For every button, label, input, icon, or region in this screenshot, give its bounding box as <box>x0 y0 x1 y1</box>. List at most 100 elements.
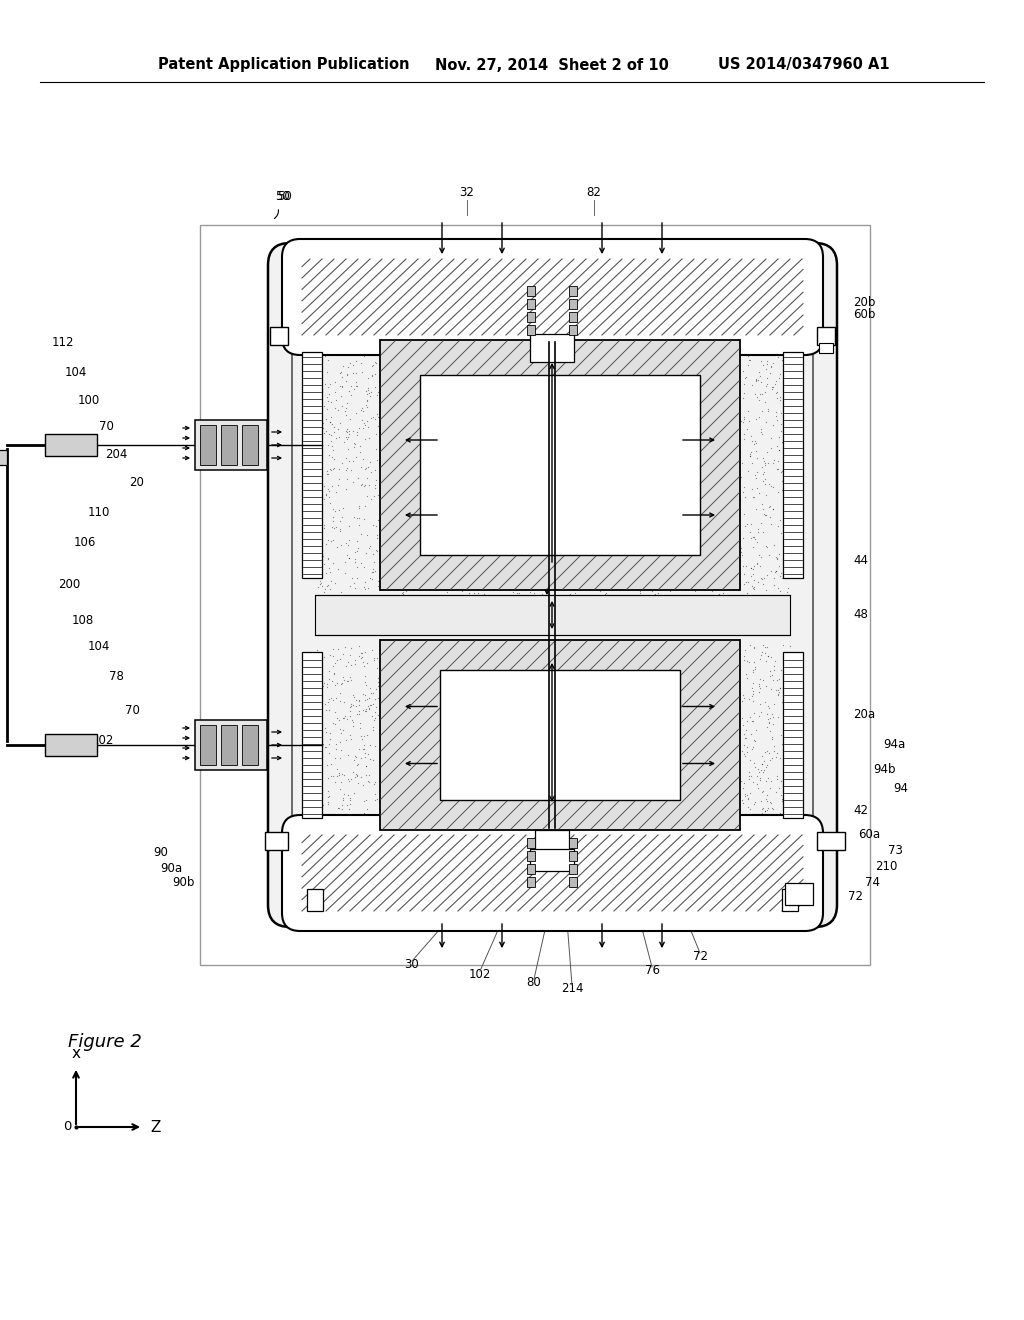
Point <box>744 479 761 500</box>
Point <box>513 859 529 880</box>
Point <box>322 644 338 665</box>
Point <box>734 360 751 381</box>
Point <box>349 376 366 397</box>
Point <box>630 837 646 858</box>
Point <box>683 830 699 851</box>
Point <box>467 854 483 875</box>
Text: 60a: 60a <box>858 829 880 842</box>
Point <box>345 711 361 733</box>
Point <box>748 370 764 391</box>
Point <box>708 294 724 315</box>
Point <box>736 367 753 388</box>
Point <box>737 301 754 322</box>
Point <box>761 697 777 718</box>
Point <box>348 446 365 467</box>
Point <box>335 719 351 741</box>
Point <box>519 313 536 334</box>
Point <box>521 841 538 862</box>
Point <box>736 342 753 363</box>
Point <box>765 706 781 727</box>
Point <box>326 663 342 684</box>
Point <box>356 747 373 768</box>
Point <box>514 865 530 886</box>
Point <box>636 854 652 875</box>
Point <box>740 688 757 709</box>
Point <box>754 494 770 515</box>
Point <box>774 370 791 391</box>
Point <box>322 315 338 337</box>
Point <box>738 309 755 330</box>
Text: 20a: 20a <box>853 709 876 722</box>
Point <box>442 849 459 870</box>
Point <box>338 404 354 425</box>
Point <box>643 323 659 345</box>
Point <box>376 317 392 338</box>
Point <box>676 871 692 892</box>
Point <box>563 850 580 871</box>
Point <box>342 706 358 727</box>
Point <box>540 873 556 894</box>
Point <box>383 870 399 891</box>
Point <box>335 310 351 331</box>
Point <box>401 833 418 854</box>
Point <box>780 491 797 512</box>
Point <box>640 319 656 341</box>
Point <box>422 863 438 884</box>
Point <box>446 845 463 866</box>
Point <box>630 841 646 862</box>
Point <box>749 585 765 606</box>
Point <box>329 758 345 779</box>
Point <box>371 540 387 561</box>
Point <box>341 548 357 569</box>
Point <box>364 381 380 403</box>
Point <box>445 293 462 314</box>
Point <box>357 743 374 764</box>
Point <box>591 830 607 851</box>
Point <box>312 433 329 454</box>
Point <box>323 754 339 775</box>
Point <box>665 326 681 347</box>
Point <box>681 317 697 338</box>
Point <box>633 821 649 842</box>
Point <box>342 576 358 597</box>
Point <box>343 768 359 789</box>
Point <box>331 863 347 884</box>
Point <box>352 642 369 663</box>
Point <box>352 442 369 463</box>
Point <box>350 498 367 519</box>
Point <box>710 325 726 346</box>
Point <box>771 851 787 873</box>
Point <box>540 847 556 869</box>
Point <box>349 850 366 871</box>
Point <box>740 845 757 866</box>
Point <box>522 847 539 869</box>
Bar <box>527 312 535 322</box>
Point <box>333 837 349 858</box>
Point <box>732 429 749 450</box>
Point <box>497 845 513 866</box>
Point <box>327 397 343 418</box>
Point <box>560 834 577 855</box>
Point <box>343 851 359 873</box>
Point <box>324 475 340 496</box>
Point <box>447 843 464 865</box>
Point <box>777 506 794 527</box>
Point <box>643 854 659 875</box>
Point <box>769 840 785 861</box>
Point <box>347 649 364 671</box>
Point <box>308 529 325 550</box>
Point <box>749 409 765 430</box>
Point <box>432 285 449 306</box>
Point <box>612 321 629 342</box>
Point <box>761 742 777 763</box>
Point <box>759 791 775 812</box>
Point <box>330 418 346 440</box>
Point <box>752 407 768 428</box>
Point <box>743 453 760 474</box>
Point <box>362 694 379 715</box>
Point <box>763 560 779 581</box>
Point <box>472 854 488 875</box>
Point <box>521 829 538 850</box>
Point <box>759 836 775 857</box>
Point <box>761 825 777 846</box>
